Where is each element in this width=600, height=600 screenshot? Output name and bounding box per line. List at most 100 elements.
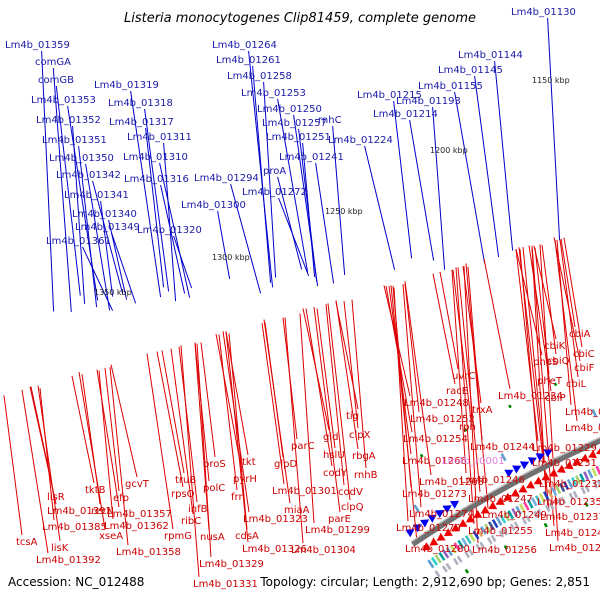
connector-line <box>41 50 55 312</box>
reverse-gene-arrow <box>451 523 461 532</box>
forward-gene-arrow <box>442 505 452 514</box>
inner-gene-label: cbiK <box>544 341 566 352</box>
outer-gene-label: Lm4b_01193 <box>396 96 461 107</box>
connector-line <box>515 248 543 356</box>
connector-line <box>21 389 49 554</box>
reverse-feature-block <box>566 479 574 489</box>
reverse-feature-block <box>445 547 453 557</box>
connector-line <box>455 267 475 525</box>
inner-gene-label: Lm4b_01254 <box>403 434 468 445</box>
reverse-feature-block <box>487 521 495 531</box>
connector-line <box>563 237 583 348</box>
connector-line <box>82 246 114 311</box>
reverse-feature-grey <box>584 484 590 493</box>
forward-gene-arrow <box>504 469 514 478</box>
connector-line <box>299 313 315 524</box>
inner-gene-label: ribC <box>181 516 201 527</box>
reverse-feature-grey <box>544 504 551 513</box>
reverse-feature-grey <box>525 515 532 523</box>
inner-gene-label: rbgA <box>352 451 376 462</box>
outer-gene-label: Lm4b_01214 <box>373 109 438 120</box>
inner-gene-label: rpsO <box>171 489 195 500</box>
reverse-feature-block <box>453 542 461 552</box>
connector-line <box>432 106 446 270</box>
inner-gene-label: cdsA <box>235 531 259 542</box>
connector-line <box>55 85 81 296</box>
map-title: Listeria monocytogenes Clip81459, comple… <box>124 11 476 26</box>
connector-line <box>110 364 138 478</box>
connector-line <box>560 238 576 328</box>
outer-gene-label: Lm4b_01361 <box>46 236 111 247</box>
connector-line <box>465 263 489 509</box>
reverse-gene-arrow <box>495 497 505 505</box>
connector-line <box>402 284 422 508</box>
connector-line <box>263 81 277 278</box>
connector-line <box>284 317 304 544</box>
connector-line <box>451 269 467 474</box>
reverse-feature-grey <box>548 502 555 510</box>
outer-gene-label: Lm4b_01251 <box>266 132 331 143</box>
reverse-feature-block <box>495 516 503 526</box>
inner-gene-label: rnhB <box>354 470 378 481</box>
connector-line <box>263 319 291 504</box>
connector-line <box>541 244 557 355</box>
connector-line <box>170 348 194 515</box>
rna-tick-outer <box>508 404 512 409</box>
forward-gene-arrow <box>405 529 415 538</box>
outer-gene-label: Lm4b_01342 <box>56 170 121 181</box>
reverse-feature-block <box>511 507 518 518</box>
reverse-feature-grey <box>502 528 508 536</box>
inner-gene-label: miaA <box>284 505 310 516</box>
connector-line <box>222 331 250 513</box>
outer-gene-label: Lm4b_01311 <box>127 132 192 143</box>
rna-tick-outer <box>419 453 424 458</box>
connector-line <box>277 98 309 272</box>
reverse-feature-block <box>503 512 511 522</box>
reverse-gene-arrow <box>556 464 566 473</box>
connector-line <box>145 127 165 288</box>
outer-gene-label: Lm4b_01257 <box>262 118 327 129</box>
connector-line <box>130 90 162 298</box>
reverse-gene-arrow <box>488 501 498 510</box>
reverse-feature-grey <box>537 508 543 517</box>
connector-line <box>72 125 86 304</box>
outer-gene-label: Lm4b_01261 <box>216 55 281 66</box>
connector-line <box>159 162 191 298</box>
reverse-feature-block <box>583 471 590 481</box>
inner-gene-label: Lm4b_01225 <box>565 407 600 418</box>
reverse-gene-arrow <box>422 542 432 551</box>
connector-line <box>559 239 579 378</box>
connector-line <box>364 145 396 270</box>
rna-tick <box>543 522 548 528</box>
connector-line <box>332 125 346 275</box>
reverse-feature-grey <box>452 558 459 566</box>
inner-gene-label: gcvT <box>125 479 150 490</box>
forward-feature-block <box>591 408 598 418</box>
reverse-gene-arrow <box>473 510 483 518</box>
connector-line <box>104 367 120 492</box>
outer-gene-label: Lm4b_01353 <box>31 95 96 106</box>
forward-gene-arrow <box>420 519 430 528</box>
connector-line <box>474 75 500 257</box>
feature-blocks <box>413 382 600 578</box>
inner-gene-label: cbiP <box>545 393 566 404</box>
reverse-feature-block <box>430 556 439 566</box>
inner-gene-label: cbiA <box>569 329 591 340</box>
connector-line <box>432 273 456 385</box>
inner-gene-label: cbiC <box>573 349 595 360</box>
inner-gene-label: Lm4b_01268 <box>419 477 484 488</box>
outer-gene-label: Lm4b_01272 <box>242 187 307 198</box>
reverse-feature-block <box>515 505 522 515</box>
inner-gene-label: cbiQ <box>547 356 570 367</box>
connector-line <box>404 283 420 413</box>
connector-line <box>390 285 418 543</box>
inner-gene-label: pheS <box>533 357 558 368</box>
connector-line <box>71 375 95 484</box>
outer-gene-label: Lm4b_01294 <box>194 173 259 184</box>
inner-gene-label: Lm4b_01231 <box>532 458 597 469</box>
outer-gene-label: Lm4b_01341 <box>64 190 129 201</box>
inner-gene-label: Lm4b_01362 <box>104 521 169 532</box>
reverse-gene-arrow <box>533 476 543 485</box>
forward-gene-arrow <box>512 465 522 474</box>
inner-gene-label: Lm4b_01249 <box>482 510 547 521</box>
